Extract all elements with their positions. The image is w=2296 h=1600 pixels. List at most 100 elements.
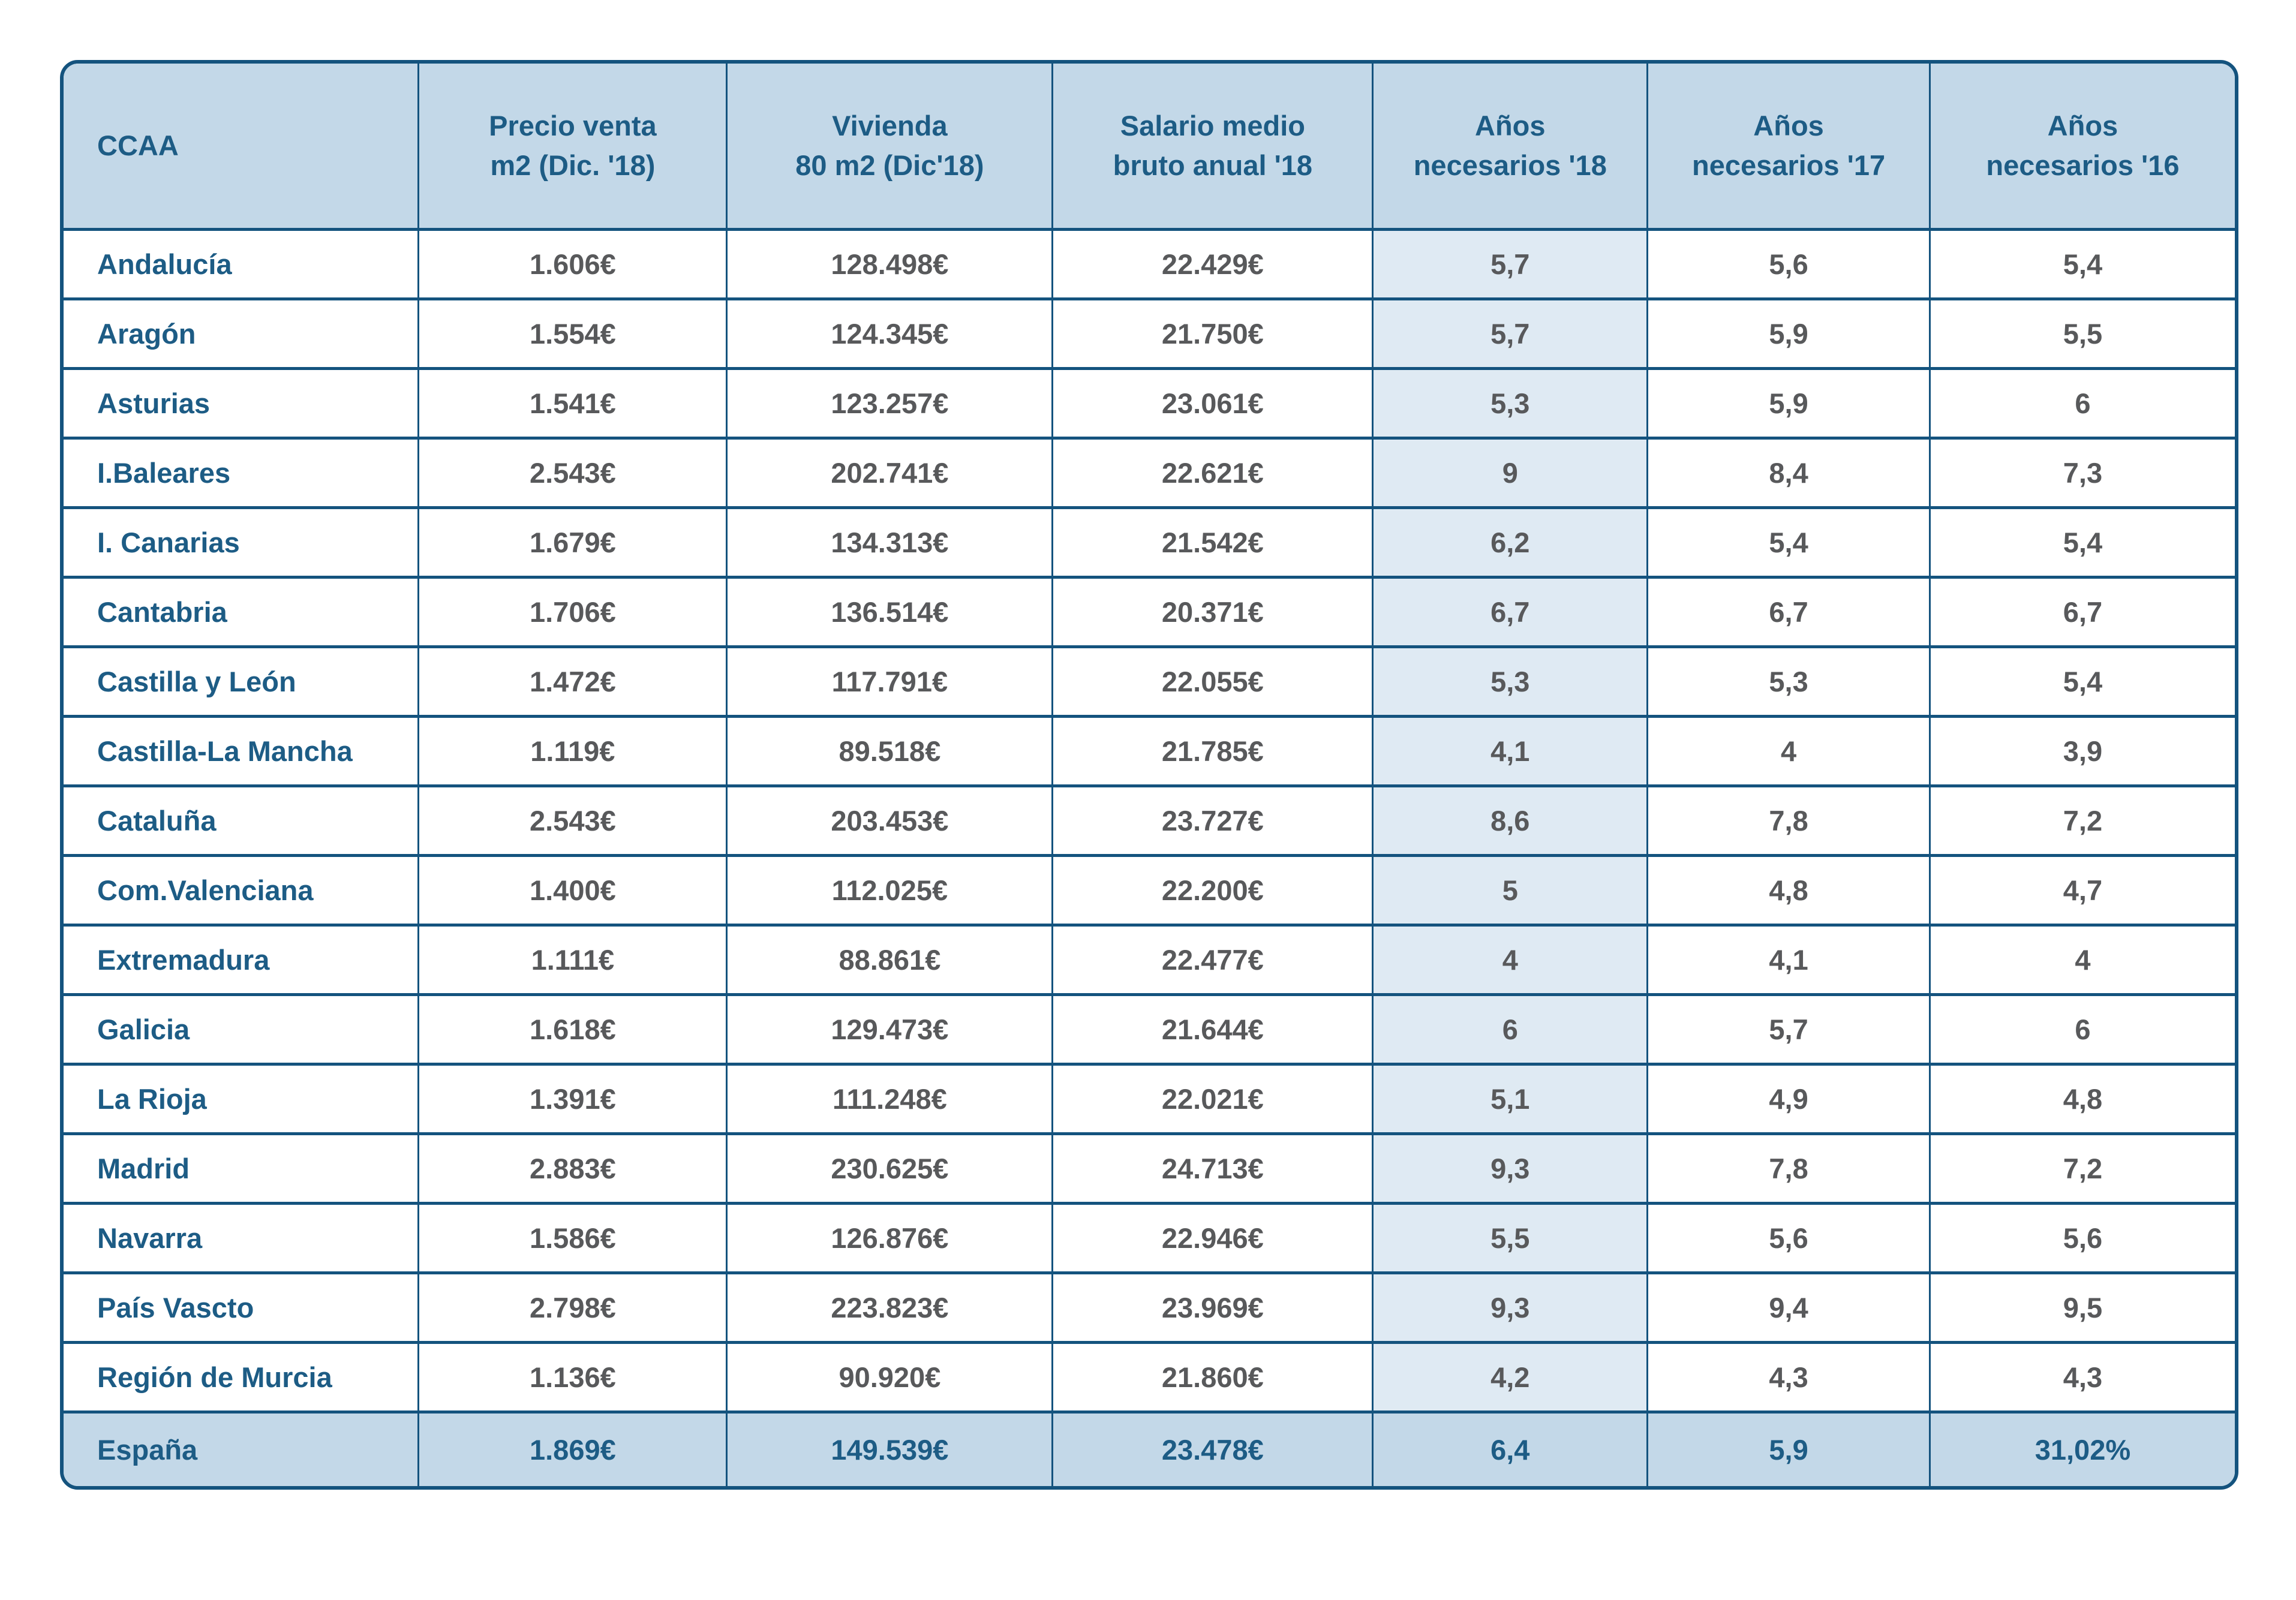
data-cell: 112.025€ [726, 855, 1054, 927]
data-cell: 1.869€ [418, 1412, 728, 1486]
footer-row: España 1.869€ 149.539€ 23.478€ 6,4 5,9 31,02% [64, 1412, 2235, 1486]
data-cell: 123.257€ [726, 368, 1054, 440]
data-cell: 4,7 [1930, 855, 2235, 927]
region-name: Com.Valenciana [64, 855, 420, 927]
data-cell: 5,4 [1647, 507, 1931, 579]
region-name: Navarra [64, 1203, 420, 1274]
data-cell: 7,2 [1930, 786, 2235, 857]
table-row: Andalucía 1.606€ 128.498€ 22.429€ 5,7 5,6 5,4 [64, 229, 2235, 300]
table-row: Navarra 1.586€ 126.876€ 22.946€ 5,5 5,6 5,6 [64, 1203, 2235, 1274]
region-name: Extremadura [64, 925, 420, 996]
data-cell: 203.453€ [726, 786, 1054, 857]
data-cell: 136.514€ [726, 577, 1054, 648]
data-cell: 134.313€ [726, 507, 1054, 579]
data-cell: 1.679€ [418, 507, 728, 579]
data-cell: 22.946€ [1052, 1203, 1374, 1274]
data-cell: 1.554€ [418, 299, 728, 370]
data-cell: 5,4 [1930, 229, 2235, 300]
column-header-precio-venta: Precio venta m2 (Dic. '18) [418, 64, 728, 231]
region-name: La Rioja [64, 1064, 420, 1135]
table-row: Com.Valenciana 1.400€ 112.025€ 22.200€ 5 4,8 4… [64, 855, 2235, 927]
data-cell: 1.391€ [418, 1064, 728, 1135]
data-cell: 7,3 [1930, 438, 2235, 509]
data-cell: 6 [1930, 368, 2235, 440]
data-cell: 149.539€ [726, 1412, 1054, 1486]
data-cell: 2.543€ [418, 438, 728, 509]
data-cell: 6 [1372, 994, 1649, 1066]
data-cell: 9 [1372, 438, 1649, 509]
data-cell: 5,9 [1647, 1412, 1931, 1486]
data-cell: 4,8 [1930, 1064, 2235, 1135]
data-cell: 7,8 [1647, 1133, 1931, 1205]
table-row: La Rioja 1.391€ 111.248€ 22.021€ 5,1 4,9 4,8 [64, 1064, 2235, 1135]
data-cell: 5,5 [1930, 299, 2235, 370]
data-cell: 1.586€ [418, 1203, 728, 1274]
data-cell: 5,5 [1372, 1203, 1649, 1274]
data-cell: 23.727€ [1052, 786, 1374, 857]
data-cell: 6,4 [1372, 1412, 1649, 1486]
data-cell: 5,4 [1930, 507, 2235, 579]
table-row: I. Canarias 1.679€ 134.313€ 21.542€ 6,2 5,4 5,… [64, 507, 2235, 579]
data-cell: 9,5 [1930, 1273, 2235, 1344]
table-row: Galicia 1.618€ 129.473€ 21.644€ 6 5,7 6 [64, 994, 2235, 1066]
table-row: Extremadura 1.111€ 88.861€ 22.477€ 4 4,1 4 [64, 925, 2235, 996]
data-cell: 223.823€ [726, 1273, 1054, 1344]
region-name: Asturias [64, 368, 420, 440]
data-cell: 6,7 [1930, 577, 2235, 648]
data-cell: 230.625€ [726, 1133, 1054, 1205]
data-cell: 1.119€ [418, 716, 728, 787]
data-cell: 23.061€ [1052, 368, 1374, 440]
data-cell: 4 [1372, 925, 1649, 996]
footer-region-name: España [64, 1412, 420, 1486]
data-cell: 7,8 [1647, 786, 1931, 857]
region-name: I.Baleares [64, 438, 420, 509]
data-cell: 4,1 [1647, 925, 1931, 996]
data-cell: 4,2 [1372, 1342, 1649, 1413]
column-header-anos-16: Años necesarios '16 [1930, 64, 2235, 231]
data-cell: 21.542€ [1052, 507, 1374, 579]
data-cell: 1.618€ [418, 994, 728, 1066]
housing-affordability-table: CCAA Precio venta m2 (Dic. '18) Vivienda 8… [64, 64, 2235, 1486]
data-cell: 2.798€ [418, 1273, 728, 1344]
data-cell: 202.741€ [726, 438, 1054, 509]
column-header-ccaa: CCAA [64, 64, 420, 231]
data-cell: 5,1 [1372, 1064, 1649, 1135]
data-cell: 5,7 [1372, 229, 1649, 300]
data-cell: 89.518€ [726, 716, 1054, 787]
table-row: Aragón 1.554€ 124.345€ 21.750€ 5,7 5,9 5,5 [64, 299, 2235, 370]
region-name: Región de Murcia [64, 1342, 420, 1413]
region-name: Castilla-La Mancha [64, 716, 420, 787]
data-cell: 4,3 [1647, 1342, 1931, 1413]
data-cell: 23.478€ [1052, 1412, 1374, 1486]
housing-affordability-table-container: CCAA Precio venta m2 (Dic. '18) Vivienda 8… [60, 60, 2238, 1490]
data-cell: 5,9 [1647, 368, 1931, 440]
data-cell: 6,7 [1372, 577, 1649, 648]
data-cell: 22.021€ [1052, 1064, 1374, 1135]
data-cell: 1.400€ [418, 855, 728, 927]
data-cell: 90.920€ [726, 1342, 1054, 1413]
data-cell: 4 [1647, 716, 1931, 787]
data-cell: 128.498€ [726, 229, 1054, 300]
data-cell: 4,8 [1647, 855, 1931, 927]
data-cell: 5,7 [1647, 994, 1931, 1066]
data-cell: 126.876€ [726, 1203, 1054, 1274]
data-cell: 6 [1930, 994, 2235, 1066]
data-cell: 21.785€ [1052, 716, 1374, 787]
region-name: I. Canarias [64, 507, 420, 579]
data-cell: 9,4 [1647, 1273, 1931, 1344]
data-cell: 88.861€ [726, 925, 1054, 996]
data-cell: 5,6 [1930, 1203, 2235, 1274]
data-cell: 129.473€ [726, 994, 1054, 1066]
data-cell: 3,9 [1930, 716, 2235, 787]
data-cell: 21.750€ [1052, 299, 1374, 370]
data-cell: 1.706€ [418, 577, 728, 648]
data-cell: 9,3 [1372, 1273, 1649, 1344]
data-cell: 1.472€ [418, 646, 728, 718]
data-cell: 22.429€ [1052, 229, 1374, 300]
data-cell: 5,3 [1372, 368, 1649, 440]
data-cell: 21.644€ [1052, 994, 1374, 1066]
data-cell: 22.200€ [1052, 855, 1374, 927]
region-name: Aragón [64, 299, 420, 370]
data-cell: 1.136€ [418, 1342, 728, 1413]
